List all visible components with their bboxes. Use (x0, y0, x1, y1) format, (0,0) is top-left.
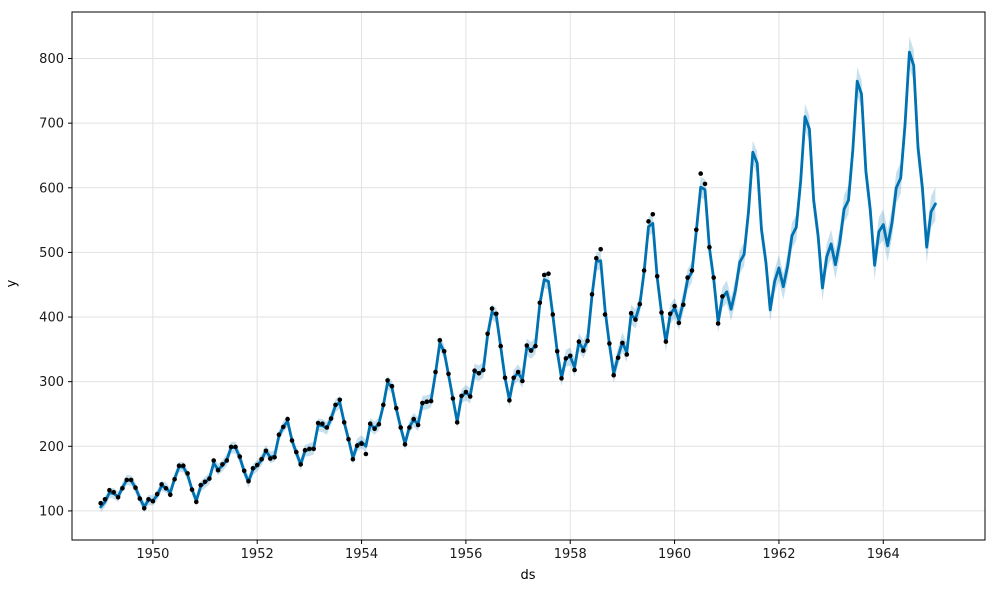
grid-lines (72, 12, 985, 540)
svg-text:1958: 1958 (554, 547, 587, 562)
plot-border (71, 11, 986, 541)
observed-points (98, 171, 725, 511)
svg-text:1954: 1954 (345, 547, 378, 562)
x-tick-labels: 1950 1952 1954 1956 1958 1960 1962 1964 (136, 540, 900, 562)
svg-text:1952: 1952 (241, 547, 274, 562)
svg-text:600: 600 (39, 181, 64, 196)
svg-text:1956: 1956 (449, 547, 482, 562)
x-axis-label: ds (520, 568, 536, 583)
y-axis-label: y (4, 279, 20, 288)
svg-text:1962: 1962 (762, 547, 795, 562)
svg-text:400: 400 (39, 311, 64, 326)
uncertainty-band (100, 36, 936, 513)
y-tick-labels: 100 200 300 400 500 600 700 800 (39, 52, 72, 519)
svg-text:500: 500 (39, 246, 64, 261)
svg-text:1964: 1964 (867, 547, 900, 562)
svg-text:1950: 1950 (136, 547, 169, 562)
svg-text:100: 100 (39, 504, 64, 519)
svg-text:1960: 1960 (658, 547, 691, 562)
forecast-line (99, 50, 937, 509)
svg-text:200: 200 (39, 440, 64, 455)
svg-text:300: 300 (39, 375, 64, 390)
svg-text:800: 800 (39, 52, 64, 67)
svg-text:700: 700 (39, 117, 64, 132)
